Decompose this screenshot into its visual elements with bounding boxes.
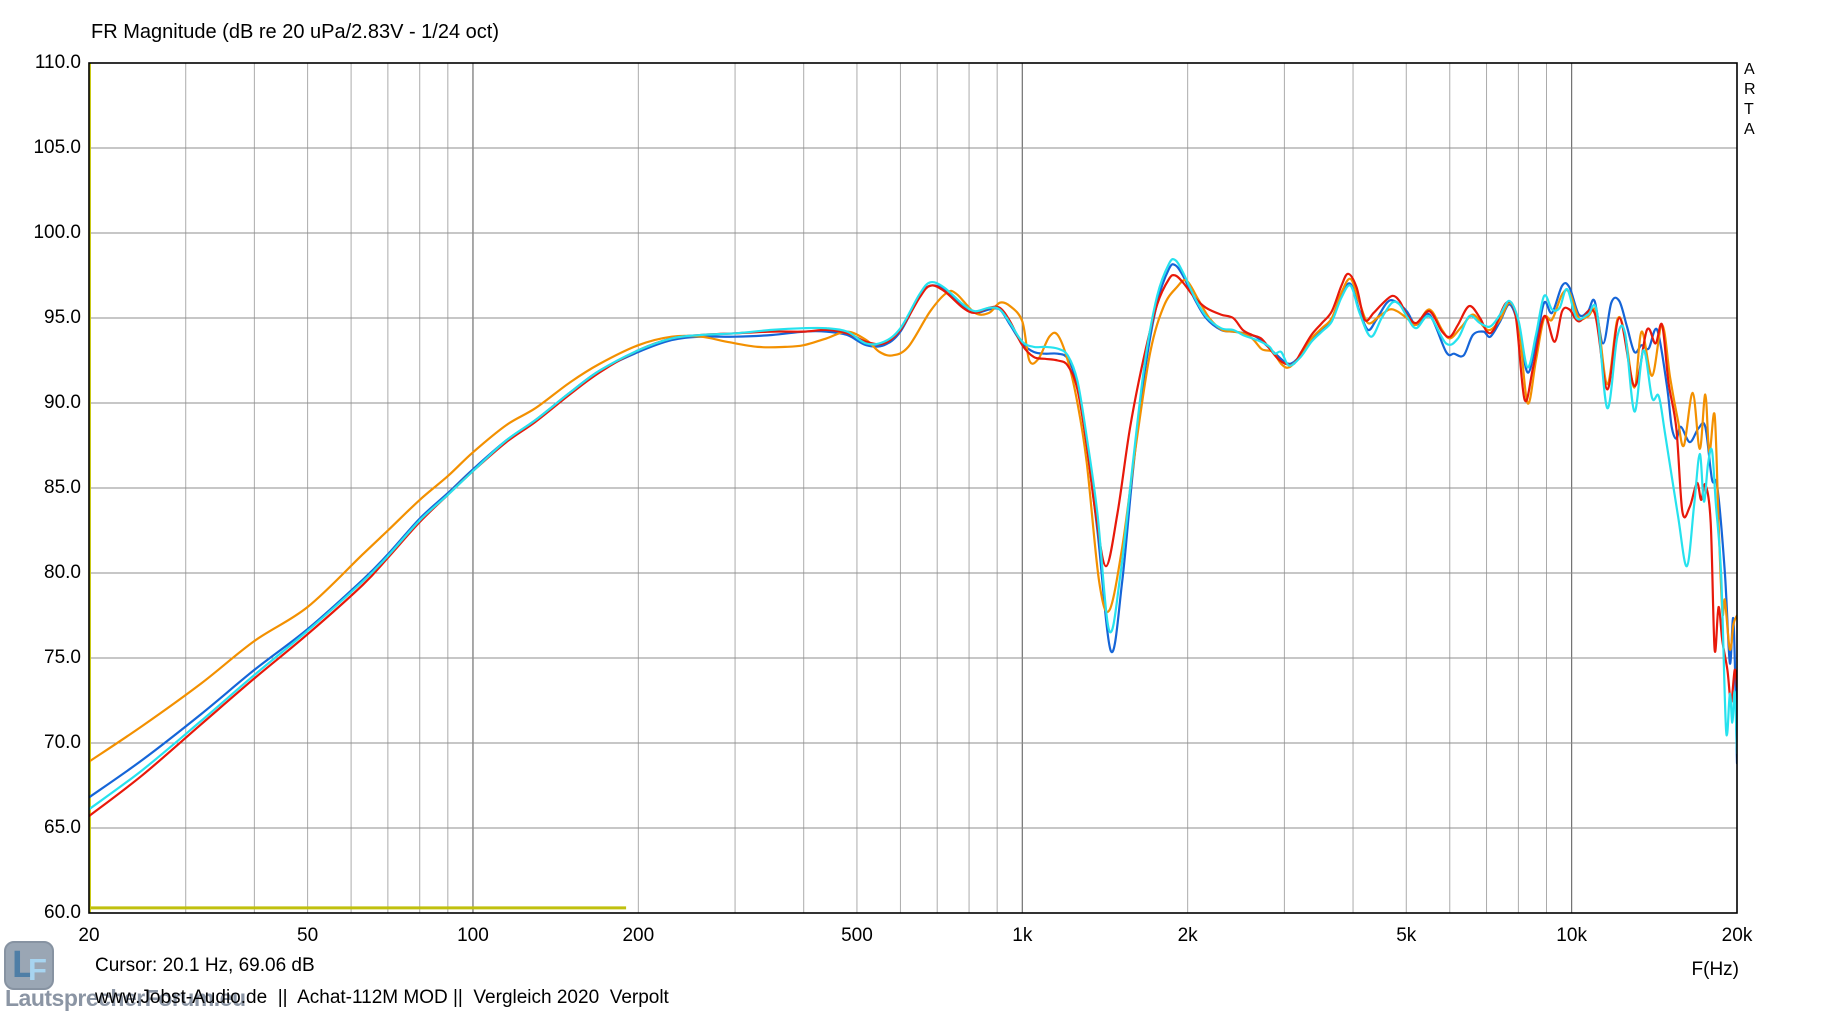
y-axis-tick-label: 80.0 bbox=[44, 562, 81, 583]
lf-logo-letter-f: F bbox=[28, 952, 47, 987]
y-axis-tick-label: 60.0 bbox=[44, 902, 81, 923]
x-axis-unit-label: F(Hz) bbox=[1691, 959, 1739, 980]
y-axis-tick-label: 70.0 bbox=[44, 732, 81, 753]
y-axis-tick-label: 105.0 bbox=[33, 137, 81, 158]
x-axis-tick-label: 50 bbox=[297, 925, 319, 946]
curve-measurement-red bbox=[89, 272, 1737, 818]
cursor-readout: Cursor: 20.1 Hz, 69.06 dB bbox=[95, 955, 315, 976]
curve-measurement-orange bbox=[89, 277, 1737, 763]
x-axis-tick-label: 1k bbox=[1012, 925, 1033, 946]
lf-logo-letter-l: L bbox=[12, 944, 36, 986]
plot-border bbox=[88, 62, 1738, 914]
y-axis-tick-label: 90.0 bbox=[44, 392, 81, 413]
x-axis-tick-label: 200 bbox=[622, 925, 655, 946]
chart-title: FR Magnitude (dB re 20 uPa/2.83V - 1/24 … bbox=[91, 21, 499, 43]
y-axis-tick-label: 100.0 bbox=[33, 222, 81, 243]
x-axis-tick-label: 500 bbox=[841, 925, 873, 946]
lf-logo: L F bbox=[4, 941, 54, 990]
annotation-text: www.Jobst-Audio.de || Achat-112M MOD || … bbox=[95, 987, 669, 1008]
x-axis-tick-label: 20k bbox=[1721, 925, 1753, 946]
curve-measurement-blue bbox=[89, 263, 1737, 799]
x-axis-tick-label: 10k bbox=[1556, 925, 1587, 946]
arta-watermark: A R T A bbox=[1744, 61, 1756, 138]
x-axis-tick-label: 20 bbox=[78, 925, 100, 946]
x-axis-tick-label: 100 bbox=[457, 925, 489, 946]
y-axis-tick-label: 95.0 bbox=[44, 307, 81, 328]
y-axis-tick-label: 85.0 bbox=[44, 477, 81, 498]
curve-measurement-cyan bbox=[89, 257, 1737, 811]
x-axis-tick-label: 2k bbox=[1177, 925, 1198, 946]
y-axis-tick-label: 75.0 bbox=[44, 647, 81, 668]
x-axis-tick-label: 5k bbox=[1396, 925, 1417, 946]
forum-watermark: LautsprecherForum.eu bbox=[5, 985, 246, 1011]
y-axis-tick-label: 65.0 bbox=[44, 817, 81, 838]
y-axis-tick-label: 110.0 bbox=[34, 52, 81, 73]
